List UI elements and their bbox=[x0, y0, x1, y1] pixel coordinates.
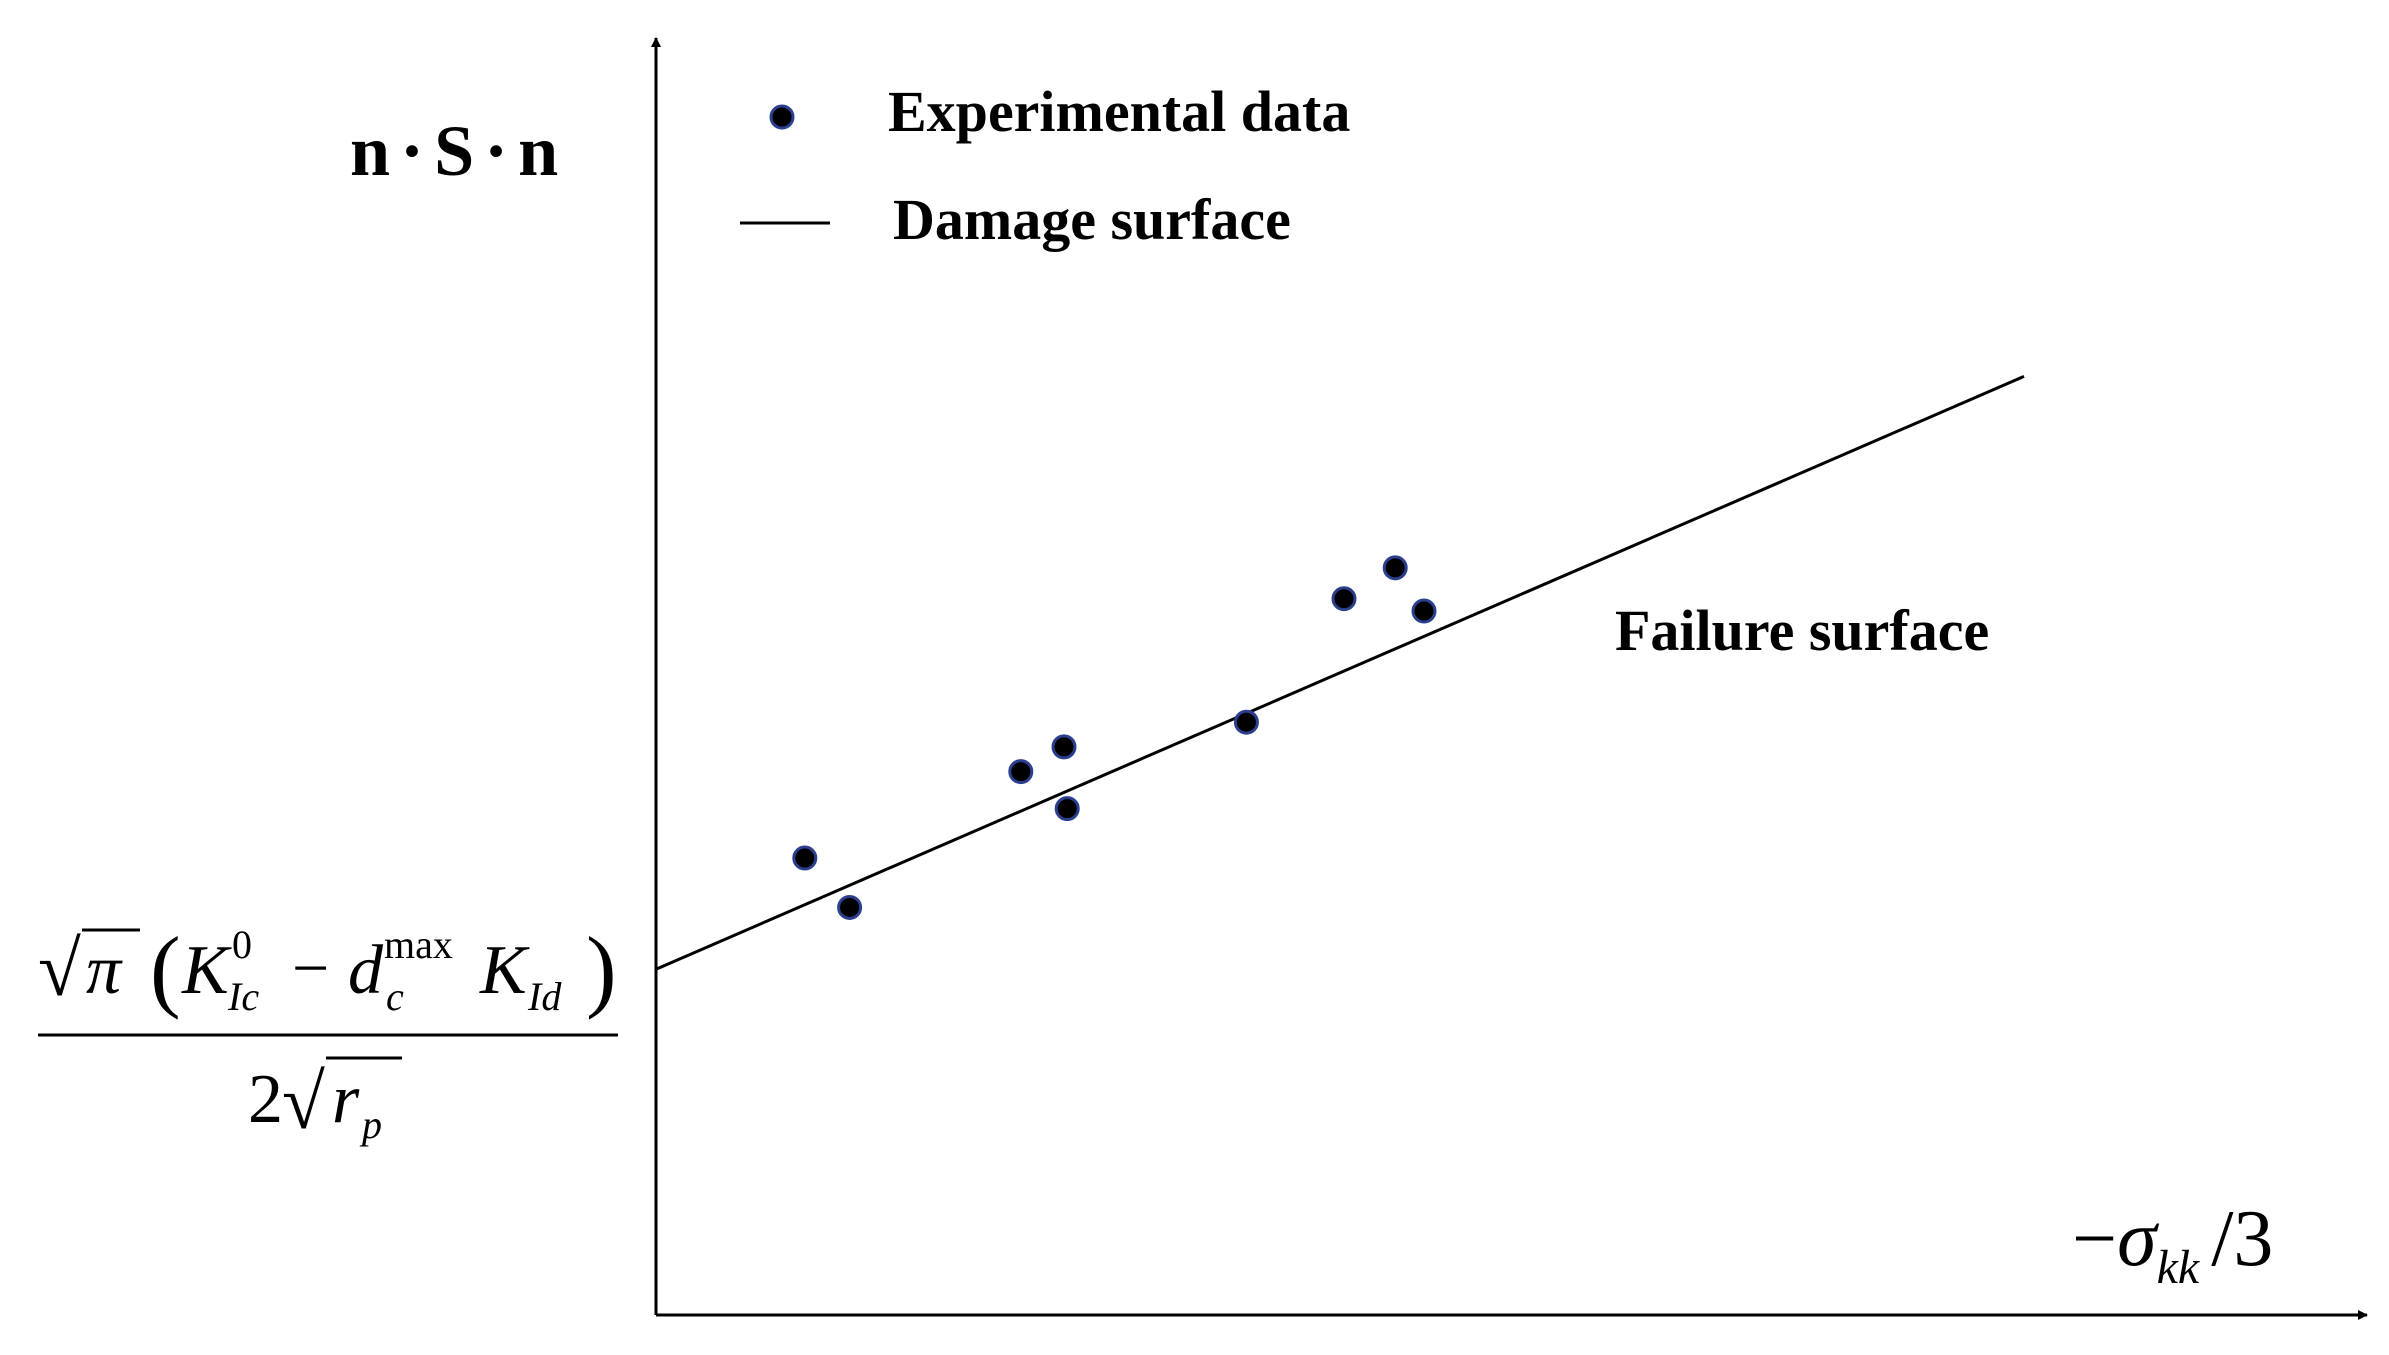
legend-label-damage: Damage surface bbox=[893, 187, 1291, 252]
y-label-dot1: · bbox=[400, 111, 424, 191]
formula-pi: π bbox=[86, 932, 123, 1009]
data-point bbox=[1008, 759, 1034, 785]
data-point bbox=[1051, 734, 1077, 760]
formula-k-sub: Ic bbox=[227, 974, 259, 1019]
formula-k-sup: 0 bbox=[232, 922, 252, 967]
y-label-n1: n bbox=[350, 111, 390, 191]
data-point bbox=[1233, 709, 1259, 735]
x-label-sigma: σ bbox=[2117, 1195, 2159, 1283]
data-point bbox=[1331, 586, 1357, 612]
axes bbox=[651, 37, 2368, 1320]
legend: Experimental data Damage surface bbox=[740, 79, 1350, 252]
formula-open-paren: ( bbox=[150, 918, 181, 1020]
formula-d-sub: c bbox=[386, 974, 404, 1019]
x-label-slash-three: /3 bbox=[2211, 1195, 2273, 1283]
formula-k2-sub: Id bbox=[527, 974, 562, 1019]
formula-r-sub: p bbox=[359, 1102, 382, 1147]
x-label-minus: − bbox=[2072, 1195, 2117, 1283]
y-label-n2: n bbox=[518, 111, 558, 191]
failure-surface-annotation: Failure surface bbox=[1615, 598, 1989, 663]
formula-r: r bbox=[332, 1061, 360, 1138]
formula-sqrt-sign: √ bbox=[38, 925, 81, 1012]
legend-dot-marker bbox=[769, 104, 795, 130]
formula-k2: K bbox=[479, 932, 530, 1009]
formula-close-paren: ) bbox=[586, 918, 617, 1020]
formula-k: K bbox=[181, 932, 232, 1009]
formula-two: 2 bbox=[248, 1061, 283, 1138]
y-label-dot2: · bbox=[484, 111, 508, 191]
data-point bbox=[1411, 598, 1437, 624]
formula-d-sup: max bbox=[384, 922, 453, 967]
x-label-subscript: kk bbox=[2157, 1241, 2201, 1294]
experimental-data-points bbox=[792, 555, 1437, 920]
formula-d: d bbox=[348, 932, 384, 1009]
formula-minus: − bbox=[292, 932, 329, 1005]
x-axis-label: −σkk/3 bbox=[2072, 1195, 2273, 1294]
y-label-s: S bbox=[434, 111, 474, 191]
data-point bbox=[1382, 555, 1408, 581]
damage-surface-line bbox=[655, 375, 2025, 971]
y-axis-label: n · S · n bbox=[350, 111, 558, 191]
formula-denominator-sqrt-sign: √ bbox=[282, 1058, 325, 1145]
data-point bbox=[837, 894, 863, 920]
intercept-formula: √ π ( K 0 Ic − d max c K Id ) 2 √ r p bbox=[38, 918, 618, 1147]
data-point bbox=[1054, 796, 1080, 822]
data-point bbox=[792, 845, 818, 871]
legend-label-experimental: Experimental data bbox=[888, 79, 1350, 144]
